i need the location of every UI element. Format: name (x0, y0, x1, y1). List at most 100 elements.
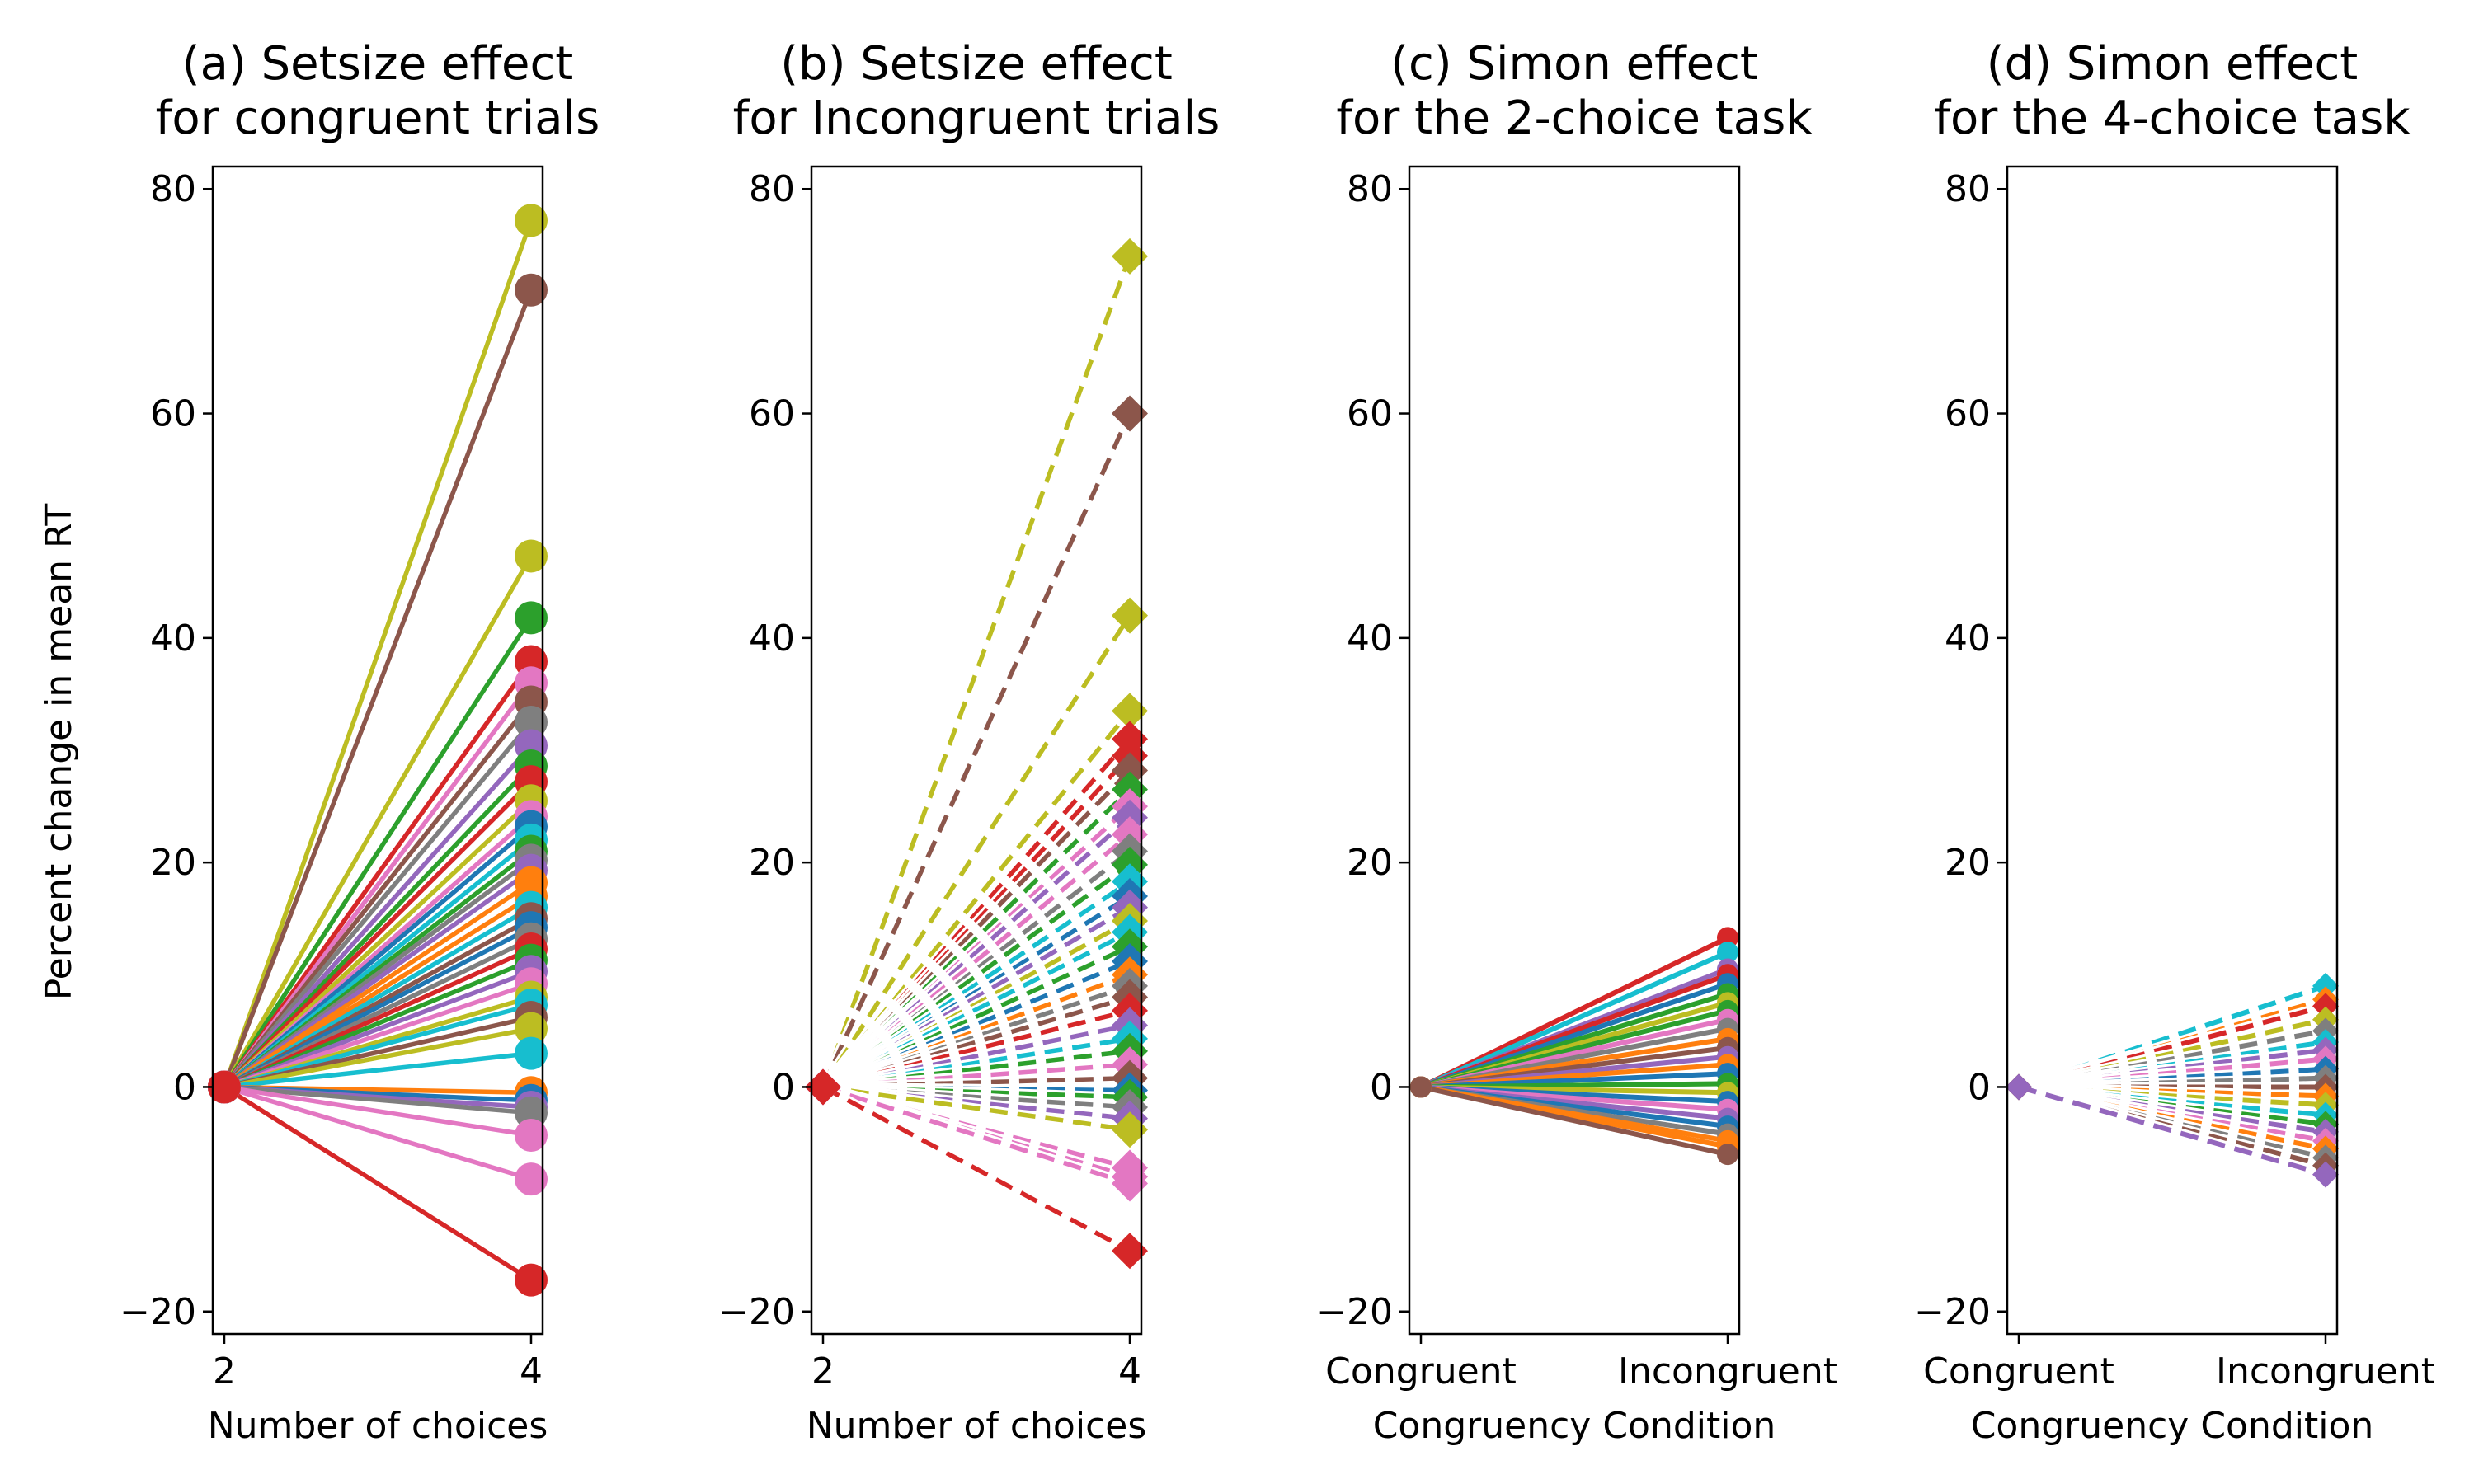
x-axis-label: Number of choices (807, 1405, 1147, 1447)
series-end-point (515, 539, 548, 573)
series-markers (805, 237, 1148, 1270)
series-lines (818, 254, 1135, 1256)
x-tick-label: 2 (811, 1350, 835, 1392)
y-tick-label: 0 (1370, 1066, 1393, 1108)
series-line (2018, 1028, 2326, 1090)
series-line (2018, 1056, 2326, 1090)
series-end-point (2312, 972, 2339, 999)
x-tick-label: Incongruent (1618, 1350, 1837, 1392)
series-line (222, 1050, 534, 1090)
series-line (2018, 1084, 2326, 1168)
y-tick-label: 80 (1347, 168, 1393, 210)
series-lines (222, 218, 534, 1283)
series-end-point (1112, 1233, 1148, 1270)
series-line (222, 743, 534, 1090)
panel-title-line2: for the 4-choice task (1934, 92, 2411, 145)
panel-title-line1: (c) Simon effect (1390, 37, 1758, 91)
y-tick-label: 80 (749, 168, 795, 210)
y-tick-label: 20 (1347, 842, 1393, 884)
panel-title-line1: (d) Simon effect (1987, 37, 2359, 91)
series-end-point (1112, 237, 1148, 275)
y-tick-label: 20 (150, 842, 196, 884)
y-tick-label: 40 (150, 618, 196, 660)
series-end-point (515, 705, 548, 739)
series-start-point (2006, 1073, 2032, 1101)
series-line (821, 614, 1132, 1088)
series-line (222, 615, 534, 1090)
series-end-point (515, 1036, 548, 1070)
x-ticks: Congruent Incongruent (1325, 1334, 1837, 1392)
y-tick-label: −20 (120, 1291, 196, 1333)
series-line (822, 1049, 1131, 1090)
y-tick-label: 20 (1945, 842, 1991, 884)
series-line (2018, 1084, 2326, 1177)
series-line (822, 1084, 1131, 1110)
series-line (2018, 997, 2326, 1090)
series-end-point (515, 1263, 548, 1297)
series-start-point (1410, 1076, 1432, 1098)
y-tick-label: 40 (1347, 618, 1393, 660)
series-start-point (208, 1070, 241, 1104)
axes-frame (1408, 165, 1741, 1336)
series-end-point (1112, 752, 1148, 789)
series-line (822, 1036, 1131, 1090)
series-line (222, 288, 534, 1090)
panel-title-line1: (b) Setsize effect (780, 37, 1173, 91)
series-line (822, 1084, 1131, 1186)
series-end-point (1112, 1165, 1148, 1202)
y-tick-label: 60 (1347, 393, 1393, 435)
series-end-point (515, 1162, 548, 1196)
x-axis-label: Number of choices (208, 1405, 548, 1447)
y-tick-label: 0 (772, 1066, 795, 1108)
series-line (821, 737, 1132, 1089)
series-end-point (1717, 1144, 1738, 1166)
y-ticks: −20 0 20 40 60 80 (718, 168, 811, 1333)
series-line (222, 779, 534, 1090)
y-tick-label: −20 (1914, 1291, 1991, 1333)
series-end-point (2312, 1161, 2339, 1188)
series-end-point (1717, 942, 1738, 964)
series-lines (1418, 935, 1730, 1158)
x-tick-label: 4 (1118, 1350, 1141, 1392)
series-end-point (1112, 1111, 1148, 1148)
series-end-point (515, 1012, 548, 1045)
panel-title-line1: (a) Setsize effect (182, 37, 573, 91)
series-line (821, 709, 1132, 1089)
y-tick-label: 60 (150, 393, 196, 435)
series-end-point (515, 273, 548, 307)
y-ticks: −20 0 20 40 60 80 (1914, 168, 2007, 1333)
series-line (222, 1026, 534, 1090)
y-tick-label: 40 (749, 618, 795, 660)
y-tick-label: 0 (1968, 1066, 1991, 1108)
series-line (822, 1084, 1131, 1100)
series-markers (1410, 927, 1738, 1166)
series-markers (2006, 972, 2339, 1188)
x-tick-label: Incongruent (2216, 1350, 2435, 1392)
series-line (222, 553, 534, 1090)
series-line (222, 720, 534, 1090)
panel-title-line2: for Incongruent trials (733, 92, 1221, 145)
y-ticks: −20 0 20 40 60 80 (120, 168, 213, 1333)
series-line (822, 1084, 1131, 1121)
series-line (1418, 950, 1730, 1090)
series-line (821, 754, 1132, 1089)
series-line (821, 412, 1132, 1088)
series-line (822, 1075, 1131, 1090)
series-end-point (1112, 597, 1148, 634)
series-line (1418, 1084, 1730, 1158)
series-line (222, 1084, 534, 1138)
series-end-point (2312, 993, 2339, 1020)
series-line (822, 984, 1131, 1090)
series-line (2018, 1017, 2326, 1090)
series-line (822, 1008, 1131, 1090)
series-line (822, 1084, 1131, 1132)
series-line (222, 1084, 534, 1115)
panel-title-line2: for congruent trials (156, 92, 600, 145)
